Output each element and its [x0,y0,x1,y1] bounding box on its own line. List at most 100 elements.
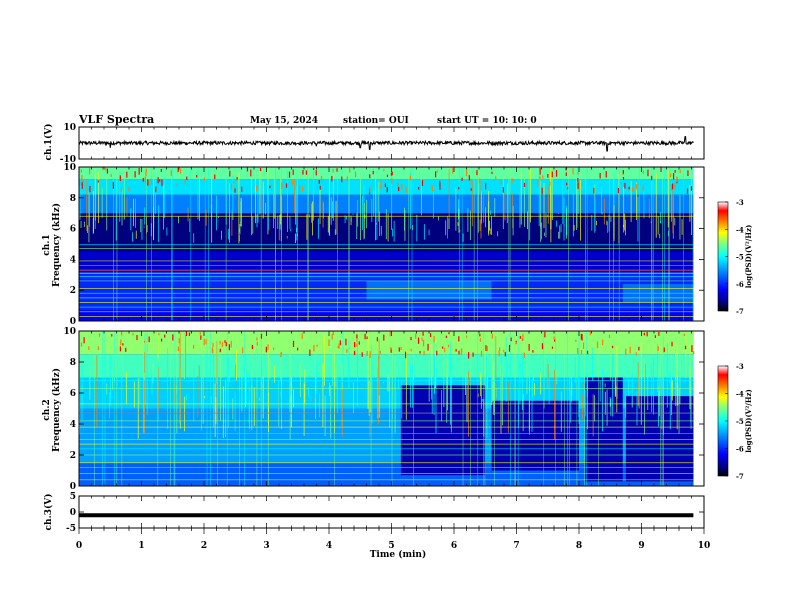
high-psd-speck [565,167,567,171]
high-psd-speck [468,175,470,181]
high-psd-speck [105,167,107,171]
high-psd-speck [292,179,294,185]
high-psd-speck [211,347,213,354]
high-psd-speck [684,345,687,350]
high-psd-speck [547,173,549,178]
high-psd-speck [671,341,673,347]
y-tick-label: 8 [70,358,76,368]
high-psd-speck [225,342,227,347]
high-psd-speck [433,336,435,343]
high-psd-speck [510,337,512,342]
high-psd-speck [391,178,393,184]
high-psd-speck [88,167,91,175]
high-psd-speck [161,179,163,187]
high-psd-speck [638,346,640,351]
quiet-region [491,400,579,471]
high-psd-speck [404,351,407,359]
high-psd-speck [654,335,656,338]
high-psd-speck [431,185,433,190]
high-psd-speck [390,348,392,353]
high-psd-speck [575,339,577,342]
high-psd-speck [455,348,457,352]
high-psd-speck [301,333,303,339]
high-psd-speck [528,343,530,351]
high-psd-speck [461,348,463,353]
high-psd-speck [422,339,425,347]
high-psd-speck [309,349,311,357]
high-psd-speck [479,338,481,342]
high-psd-speck [313,167,315,170]
high-psd-speck [622,176,625,180]
ch1-spectrogram-ylabel-freq: Frequency (kHz) [51,203,62,287]
high-psd-speck [380,180,382,184]
high-psd-speck [422,331,424,336]
high-psd-speck [480,350,483,357]
high-psd-speck [642,185,644,191]
colorbar-tick-label: -7 [736,472,744,481]
high-psd-speck [452,168,454,174]
high-psd-speck [148,180,150,186]
high-psd-speck [508,345,511,352]
high-psd-speck [320,175,323,182]
high-psd-speck [212,342,214,348]
high-psd-speck [503,349,505,353]
high-psd-speck [269,185,271,189]
high-psd-speck [128,186,130,192]
high-psd-speck [418,186,420,190]
high-psd-speck [397,182,399,188]
high-psd-speck [346,348,348,353]
y-tick-label: 0 [70,317,76,327]
high-psd-speck [265,346,267,353]
ch3-waveform-panel: 50-50 1 2 3 4 5 6 7 8 9 10 [66,492,710,551]
high-psd-speck [410,336,412,341]
high-psd-speck [599,173,601,179]
high-psd-speck [676,176,678,182]
high-psd-speck [106,168,109,174]
high-psd-speck [565,172,567,177]
high-psd-speck [349,167,351,173]
spectrogram-band [79,310,694,321]
high-psd-speck [256,185,258,192]
high-psd-speck [386,174,389,177]
high-psd-speck [379,351,381,354]
high-psd-speck [203,177,205,181]
high-psd-speck [566,182,568,186]
y-tick-label: 6 [70,225,76,235]
high-psd-speck [233,180,235,184]
high-psd-speck [361,352,363,357]
high-psd-speck [185,331,187,337]
high-psd-speck [551,346,554,349]
high-psd-speck [302,170,304,175]
high-psd-speck [380,184,382,189]
high-psd-speck [231,183,233,190]
high-psd-speck [608,334,611,339]
high-psd-speck [315,170,317,176]
x-tick-label: 8 [576,541,582,551]
x-tick-label: 3 [263,541,269,551]
high-psd-speck [586,350,589,355]
high-psd-speck [164,334,166,338]
high-psd-speck [458,187,460,190]
high-psd-speck [316,344,318,347]
x-tick-label: 5 [388,541,394,551]
x-axis-label: Time (min) [370,549,427,560]
high-psd-speck [549,181,551,186]
high-psd-speck [542,175,544,179]
high-psd-speck [178,338,180,344]
colorbar-tick-label: -6 [736,280,744,289]
high-psd-speck [353,342,356,348]
high-psd-speck [332,331,334,336]
high-psd-speck [445,335,447,339]
high-psd-speck [491,333,493,339]
high-psd-speck [478,178,480,184]
high-psd-speck [288,171,291,178]
high-psd-speck [423,350,425,356]
high-psd-speck [112,181,114,189]
x-tick-label: 10 [698,541,711,551]
high-psd-speck [635,352,637,356]
spectrogram-band [79,354,694,378]
high-psd-speck [280,352,283,355]
high-psd-speck [572,168,574,175]
high-psd-speck [577,178,579,182]
